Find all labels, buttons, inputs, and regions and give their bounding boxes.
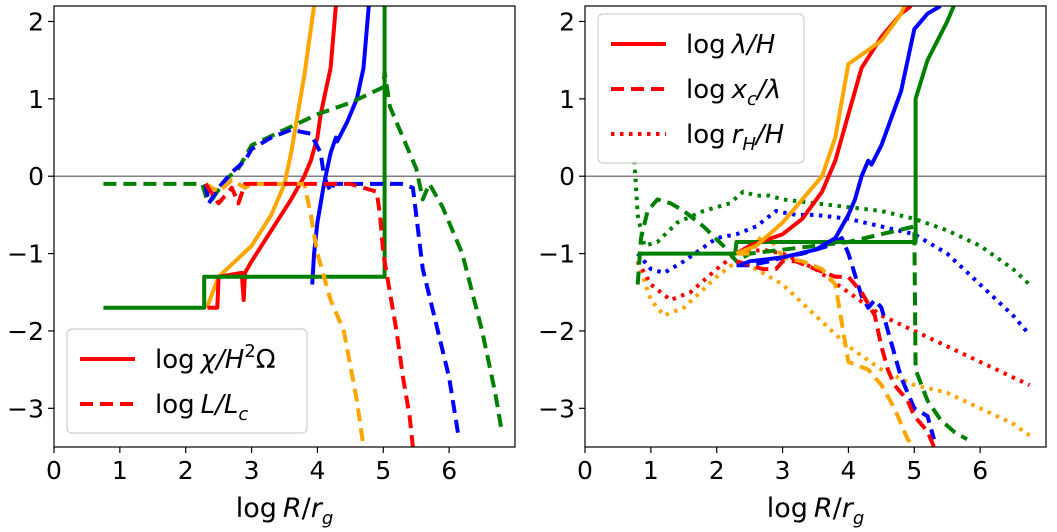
left-series-red-dashed [203, 181, 415, 447]
right-series-red-dotted [635, 247, 1031, 387]
left-series-orange-solid [204, 6, 317, 309]
right-xtick-label: 2 [709, 456, 725, 485]
right-series-group [632, 6, 1032, 447]
left-xtick-label: 2 [178, 456, 194, 485]
left-series-green-solid [103, 6, 387, 310]
right-x-axis-label: log R/rg [767, 493, 865, 529]
right-ytick-label: 0 [559, 162, 575, 191]
left-xtick-label: 6 [441, 456, 457, 485]
left-legend: log χ/H2Ω log L/Lc [66, 328, 308, 434]
left-series-blue-dashed [203, 127, 461, 440]
right-ytick-label: 2 [559, 7, 575, 36]
right-ytick-label: −2 [538, 317, 575, 346]
left-legend-label-dashed: log L/Lc [155, 390, 248, 425]
right-ytick-label: 1 [559, 85, 575, 114]
left-series-red-solid [207, 6, 338, 310]
left-ytick-label: −3 [7, 394, 44, 423]
right-series-blue-dotted [636, 209, 1032, 337]
left-series-blue-solid [310, 6, 371, 285]
right-panel: 0 1 2 3 4 5 6 −3 −2 −1 0 1 2 log R/rg log λ/H log xc/λ log r… [538, 5, 1047, 529]
right-series-red-dashed [735, 259, 936, 447]
left-ytick-label: −2 [7, 317, 44, 346]
left-panel: 0 1 2 3 4 5 6 −3 −2 −1 0 1 2 log R/rg log χ/H2Ω log L/Lc [7, 5, 516, 529]
right-series-green-solid [637, 6, 956, 256]
right-xtick-label: 4 [840, 456, 856, 485]
left-xtick-label: 5 [375, 456, 391, 485]
left-xtick-label: 4 [309, 456, 325, 485]
left-series-green-dashed [103, 69, 504, 432]
right-legend: log λ/H log xc/λ log rH/H [597, 13, 805, 164]
left-x-axis-label: log R/rg [236, 493, 334, 529]
right-xtick-label: 5 [906, 456, 922, 485]
left-legend-box [66, 328, 308, 434]
left-xtick-label: 0 [46, 456, 62, 485]
right-series-green-dashed [635, 197, 969, 442]
left-ytick-label: 2 [28, 7, 44, 36]
right-series-blue-dashed [736, 236, 936, 440]
right-ytick-label: −1 [538, 240, 575, 269]
right-legend-label-dashed: log xc/λ [686, 75, 781, 110]
right-series-orange-dotted [635, 259, 1031, 438]
right-series-blue-solid [739, 6, 942, 268]
right-series-green-dotted [632, 160, 1031, 286]
left-ytick-label: 0 [28, 162, 44, 191]
right-axes-frame [584, 5, 1047, 448]
right-xtick-label: 3 [775, 456, 791, 485]
right-legend-label-dotted: log rH/H [686, 120, 784, 155]
left-legend-label-solid: log χ/H2Ω [155, 341, 276, 375]
left-ytick-label: 1 [28, 85, 44, 114]
right-xtick-label: 1 [643, 456, 659, 485]
right-legend-box [597, 13, 805, 164]
left-ytick-label: −1 [7, 240, 44, 269]
right-xtick-label: 6 [972, 456, 988, 485]
right-ytick-label: −3 [538, 394, 575, 423]
right-xtick-label: 0 [577, 456, 593, 485]
left-xtick-label: 3 [244, 456, 260, 485]
right-legend-label-solid: log λ/H [686, 30, 775, 60]
left-axes-frame [53, 5, 516, 448]
right-series-orange-solid [735, 6, 907, 256]
left-xtick-label: 1 [112, 456, 128, 485]
left-series-group [103, 6, 504, 447]
right-series-orange-dashed [736, 232, 916, 447]
